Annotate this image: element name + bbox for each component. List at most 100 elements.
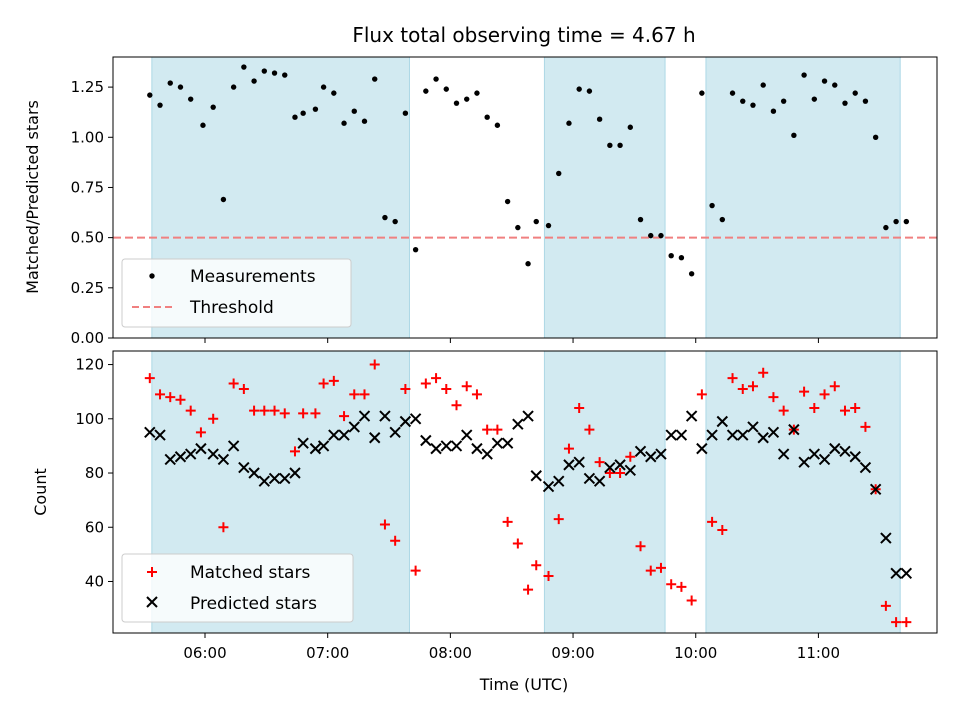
matched-star-point bbox=[289, 446, 300, 457]
measurement-point bbox=[699, 90, 705, 96]
bottom-plot-frame bbox=[112, 350, 938, 634]
predicted-star-point bbox=[144, 426, 156, 439]
predicted-star-point bbox=[553, 475, 565, 487]
measurement-point bbox=[811, 96, 818, 102]
predicted-star-point bbox=[207, 448, 219, 460]
x-tick-label: 10:00 bbox=[674, 644, 717, 662]
y-tick-label: 0.50 bbox=[71, 229, 104, 247]
measurement-point bbox=[187, 96, 194, 102]
measurements-points bbox=[147, 64, 910, 277]
matched-star-point bbox=[298, 408, 309, 419]
predicted-star-point bbox=[880, 532, 892, 544]
predicted-star-point bbox=[399, 415, 412, 428]
matched-star-point bbox=[901, 617, 912, 628]
top-y-ticks: 0.00 0.25 0.50 0.75 1.00 1.25 bbox=[71, 78, 113, 347]
predicted-star-point bbox=[248, 467, 260, 479]
predicted-star-point bbox=[747, 421, 759, 433]
measurement-point bbox=[791, 132, 797, 138]
measurement-point bbox=[872, 134, 879, 140]
matched-star-point bbox=[492, 424, 503, 435]
y-tick-label: 1.25 bbox=[71, 78, 104, 96]
matched-star-point bbox=[175, 394, 186, 405]
measurement-point bbox=[566, 120, 572, 126]
predicted-stars-points bbox=[144, 410, 913, 580]
matched-star-point bbox=[318, 378, 329, 389]
matched-star-point bbox=[502, 516, 513, 527]
measurement-point bbox=[750, 102, 756, 108]
predicted-star-point bbox=[737, 429, 749, 441]
measurement-point bbox=[729, 90, 736, 96]
matched-star-point bbox=[390, 535, 401, 546]
predicted-star-point bbox=[645, 451, 657, 463]
predicted-star-point bbox=[195, 442, 207, 455]
predicted-star-point bbox=[614, 459, 626, 471]
matched-star-point bbox=[594, 457, 605, 468]
predicted-star-point bbox=[164, 453, 176, 466]
y-tick-label: 0.25 bbox=[71, 279, 104, 297]
measurement-point bbox=[576, 86, 582, 92]
matched-star-point bbox=[349, 389, 360, 400]
predicted-star-point bbox=[798, 456, 810, 468]
measurement-point bbox=[832, 82, 838, 88]
measurement-point bbox=[474, 90, 480, 96]
predicted-star-point bbox=[279, 472, 291, 485]
predicted-star-point bbox=[338, 429, 350, 441]
measurement-point bbox=[402, 110, 409, 116]
matched-star-point bbox=[655, 562, 666, 573]
predicted-star-point bbox=[420, 434, 432, 447]
matched-star-point bbox=[747, 381, 758, 392]
measurement-point bbox=[515, 224, 521, 231]
measurement-point bbox=[412, 246, 419, 253]
matched-star-point bbox=[310, 408, 321, 419]
shaded-interval-3 bbox=[705, 350, 901, 634]
predicted-star-point bbox=[297, 437, 309, 449]
predicted-star-point bbox=[542, 480, 555, 493]
matched-star-point bbox=[165, 392, 176, 403]
legend-predicted-label: Predicted stars bbox=[190, 594, 317, 614]
measurement-point bbox=[292, 114, 298, 120]
matched-star-point bbox=[645, 565, 656, 576]
x-axis-label: Time (UTC) bbox=[479, 675, 568, 694]
matched-star-point bbox=[768, 392, 779, 403]
predicted-star-point bbox=[461, 429, 473, 441]
matched-star-point bbox=[441, 383, 452, 394]
y-tick-label: 0.00 bbox=[71, 329, 104, 347]
measurement-point bbox=[719, 216, 726, 223]
matched-star-point bbox=[819, 389, 830, 400]
predicted-star-point bbox=[573, 456, 585, 468]
matched-star-point bbox=[461, 381, 472, 392]
matched-star-point bbox=[666, 579, 677, 590]
matched-star-point bbox=[553, 514, 564, 525]
measurement-point bbox=[443, 86, 449, 92]
measurement-point bbox=[627, 124, 634, 130]
predicted-star-point bbox=[604, 461, 616, 474]
predicted-star-point bbox=[174, 451, 187, 463]
measurement-point bbox=[668, 253, 674, 259]
top-legend-box bbox=[121, 258, 352, 328]
matched-stars-points bbox=[144, 359, 912, 628]
matched-star-point bbox=[737, 383, 748, 394]
measurement-point bbox=[341, 120, 347, 126]
x-tick-label: 06:00 bbox=[183, 644, 226, 662]
bottom-y-axis-label: Count bbox=[31, 468, 50, 516]
predicted-star-point bbox=[788, 423, 800, 436]
legend-threshold-label: Threshold bbox=[189, 298, 274, 318]
predicted-star-point bbox=[624, 464, 637, 477]
matched-star-point bbox=[328, 375, 339, 386]
shaded-interval-2 bbox=[543, 56, 666, 339]
matched-star-point bbox=[625, 451, 636, 462]
measurement-point bbox=[261, 68, 268, 74]
predicted-star-point bbox=[869, 483, 882, 495]
matched-star-point bbox=[185, 405, 196, 416]
predicted-star-point bbox=[839, 445, 851, 458]
predicted-star-point bbox=[450, 440, 463, 452]
y-tick-label: 120 bbox=[75, 356, 104, 374]
predicted-star-point bbox=[726, 429, 739, 441]
shaded-interval-2 bbox=[543, 350, 666, 634]
measurement-point bbox=[300, 110, 306, 116]
measurement-point bbox=[760, 82, 766, 88]
predicted-star-point bbox=[512, 418, 524, 430]
predicted-star-point bbox=[563, 459, 575, 471]
measurement-point bbox=[157, 102, 163, 108]
predicted-star-point bbox=[593, 475, 606, 487]
